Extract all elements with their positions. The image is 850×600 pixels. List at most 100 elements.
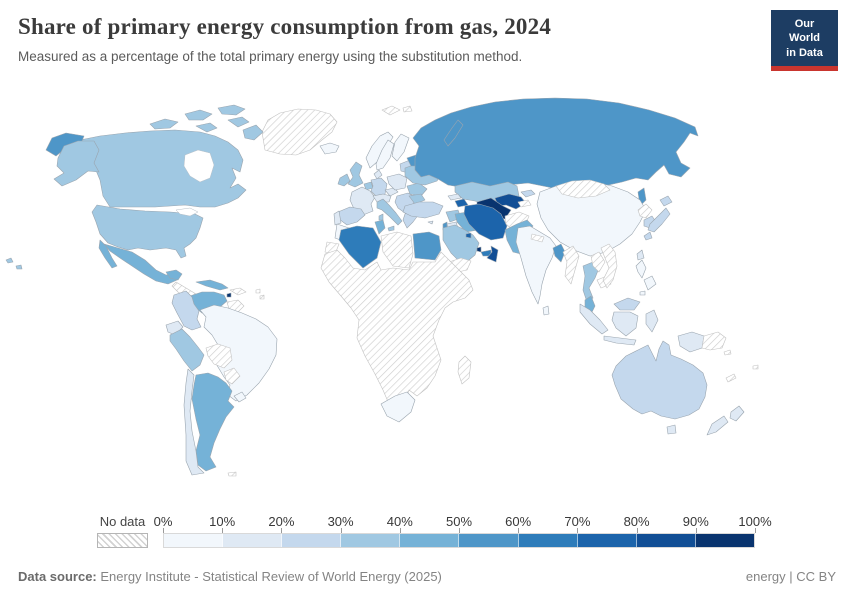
country-poland[interactable]	[386, 173, 408, 191]
country-north-korea[interactable]	[637, 203, 653, 219]
country-new-zealand-north[interactable]	[729, 405, 745, 422]
country-bolivia[interactable]	[205, 343, 233, 369]
country-portugal[interactable]	[333, 210, 342, 226]
country-finland[interactable]	[391, 133, 410, 162]
country-indonesia-sulawesi[interactable]	[645, 309, 659, 333]
region-falklands[interactable]	[227, 471, 237, 477]
country-nepal[interactable]	[530, 233, 545, 243]
country-oman[interactable]	[486, 245, 499, 263]
country-philippines[interactable]	[635, 259, 647, 279]
country-mexico-baja[interactable]	[98, 239, 118, 269]
region-solomon-islands[interactable]	[723, 349, 732, 356]
country-svalbard[interactable]	[381, 105, 401, 116]
country-indonesia-java[interactable]	[603, 335, 637, 346]
region-fiji[interactable]	[752, 364, 759, 370]
region-subsaharan-africa[interactable]	[320, 249, 474, 413]
legend-no-data-swatch[interactable]	[97, 533, 148, 548]
country-indonesia-sumatra[interactable]	[579, 303, 609, 335]
country-iceland[interactable]	[319, 142, 340, 155]
country-sweden[interactable]	[375, 139, 395, 171]
country-russia-novaya-zemlya[interactable]	[443, 119, 464, 147]
country-uruguay[interactable]	[233, 391, 247, 403]
region-lesser-antilles[interactable]	[255, 288, 261, 294]
legend-bin-80%[interactable]	[636, 534, 696, 547]
license-note[interactable]: energy | CC BY	[745, 569, 836, 584]
country-laos[interactable]	[590, 251, 606, 273]
legend-bin-60%[interactable]	[518, 534, 578, 547]
country-chile[interactable]	[183, 368, 205, 476]
legend-bin-40%[interactable]	[400, 534, 460, 547]
country-canada-baffin[interactable]	[242, 124, 264, 141]
country-turkey[interactable]	[402, 201, 444, 219]
country-russia[interactable]	[412, 97, 699, 192]
country-egypt[interactable]	[412, 231, 442, 261]
country-south-africa[interactable]	[380, 391, 416, 423]
country-japan-hokkaido[interactable]	[659, 195, 673, 207]
country-argentina[interactable]	[191, 372, 235, 472]
country-madagascar[interactable]	[457, 355, 472, 385]
country-svalbard[interactable]	[402, 105, 413, 113]
country-indonesia-papua[interactable]	[677, 331, 705, 353]
country-italy[interactable]	[376, 198, 403, 226]
country-hispaniola[interactable]	[229, 287, 247, 296]
country-mongolia[interactable]	[555, 179, 611, 199]
country-bangladesh[interactable]	[552, 243, 566, 263]
country-canada[interactable]	[61, 129, 247, 208]
country-australia-tasmania[interactable]	[666, 424, 677, 435]
country-cyprus[interactable]	[427, 220, 434, 225]
country-tajikistan[interactable]	[517, 199, 532, 208]
country-usa-hawaii[interactable]	[15, 264, 23, 270]
legend-bin-70%[interactable]	[577, 534, 637, 547]
region-new-caledonia[interactable]	[725, 373, 737, 383]
country-papua-new-guinea[interactable]	[701, 331, 727, 351]
country-canada-islands[interactable]	[195, 122, 218, 133]
legend-bin-0%[interactable]	[164, 534, 224, 547]
country-philippines[interactable]	[643, 275, 657, 291]
country-greenland[interactable]	[261, 108, 338, 156]
country-malaysia-borneo[interactable]	[613, 297, 641, 311]
legend-bin-30%[interactable]	[341, 534, 401, 547]
country-canada-islands[interactable]	[184, 109, 213, 121]
country-peru[interactable]	[169, 328, 205, 372]
country-iran[interactable]	[463, 203, 508, 241]
country-algeria[interactable]	[338, 225, 382, 269]
country-canada-islands[interactable]	[149, 118, 179, 130]
owid-logo[interactable]: Our World in Data	[771, 10, 838, 71]
country-italy-sicily[interactable]	[387, 225, 395, 232]
country-denmark[interactable]	[373, 169, 383, 180]
legend-bin-10%[interactable]	[223, 534, 283, 547]
country-india[interactable]	[515, 225, 557, 305]
country-georgia[interactable]	[447, 193, 462, 201]
country-usa-alaska[interactable]	[53, 140, 100, 187]
country-usa-hawaii[interactable]	[5, 257, 14, 264]
legend-bin-50%[interactable]	[459, 534, 519, 547]
country-philippines[interactable]	[639, 290, 646, 296]
country-japan-honshu[interactable]	[647, 207, 671, 233]
country-cuba[interactable]	[195, 279, 229, 291]
country-paraguay[interactable]	[223, 367, 241, 385]
country-kuwait[interactable]	[465, 232, 472, 239]
country-qatar[interactable]	[476, 246, 482, 253]
legend-bin-20%[interactable]	[282, 534, 342, 547]
country-norway[interactable]	[365, 131, 394, 169]
legend-color-bar[interactable]	[163, 533, 755, 548]
country-colombia[interactable]	[171, 290, 202, 331]
country-sri-lanka[interactable]	[542, 305, 550, 316]
country-tunisia[interactable]	[374, 219, 386, 235]
country-bulgaria[interactable]	[408, 193, 426, 205]
country-kyrgyzstan[interactable]	[520, 189, 536, 198]
country-italy-sardinia[interactable]	[378, 213, 384, 221]
country-spain[interactable]	[337, 206, 366, 226]
country-uk[interactable]	[347, 161, 364, 188]
country-azerbaijan[interactable]	[454, 198, 469, 208]
country-japan-kyushu[interactable]	[643, 231, 653, 241]
legend-bin-90%[interactable]	[695, 534, 754, 547]
country-trinidad[interactable]	[226, 292, 232, 298]
country-taiwan[interactable]	[636, 249, 645, 261]
country-mexico-yucatan[interactable]	[165, 269, 183, 281]
region-alpine[interactable]	[372, 193, 392, 203]
country-myanmar[interactable]	[562, 245, 580, 285]
country-canada-islands[interactable]	[227, 116, 250, 128]
country-libya[interactable]	[380, 231, 414, 269]
